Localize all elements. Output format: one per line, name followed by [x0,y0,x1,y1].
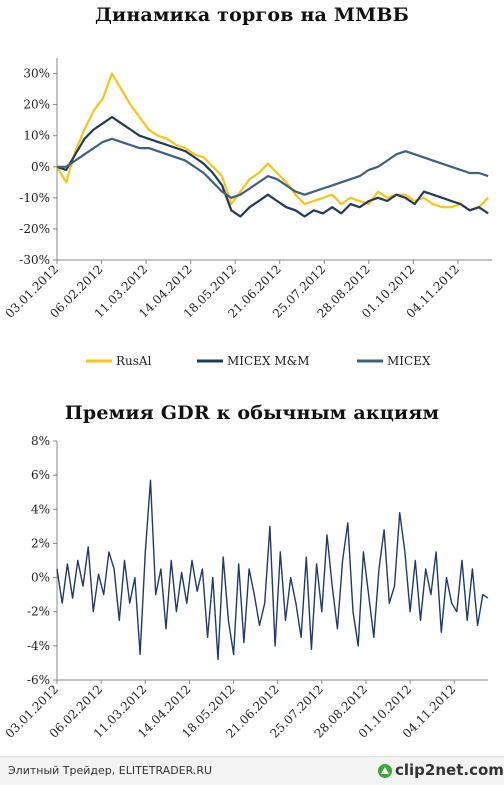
y-tick-label: 0% [31,160,50,174]
y-tick-label: -30% [19,253,50,267]
series-line-micex [57,137,489,199]
chart2-title: Премия GDR к обычным акциям [64,402,440,424]
footer-source: Элитный Трейдер, ELITETRADER.RU [8,764,213,777]
y-tick-label: 2% [31,536,50,550]
legend-label-micex-m-m: MICEX M&M [227,354,310,368]
series-line-micex-m-m [56,115,489,218]
y-tick-label: 30% [23,67,50,81]
y-tick-label: 20% [23,98,50,112]
chart1-plot: 30%20%10%0%-10%-20%-30%03.01.201206.02.2… [3,58,492,368]
legend-label-rusal: RusAl [116,354,152,368]
clip2net-logo: clip2net.com [378,761,504,779]
y-tick-label: 10% [23,129,50,143]
chart2-plot: 8%6%4%2%0%-2%-4%-6%03.01.201206.02.20121… [3,434,489,741]
chart1-title: Динамика торгов на ММВБ [94,4,410,26]
series-line [56,479,489,661]
y-tick-label: 6% [31,468,50,482]
y-tick-label: -10% [19,191,50,205]
legend-label-micex: MICEX [387,354,431,368]
charts-canvas: 30%20%10%0%-10%-20%-30%03.01.201206.02.2… [3,58,492,741]
y-tick-label: 0% [31,571,50,585]
clip2net-logo-text: clip2net.com [395,761,504,779]
y-tick-label: 8% [31,434,50,448]
y-tick-label: -20% [19,222,50,236]
y-tick-label: -4% [27,639,50,653]
y-tick-label: -6% [27,673,50,687]
y-tick-label: 4% [31,502,50,516]
clip2net-logo-icon [378,763,392,778]
footer-bar: Элитный Трейдер, ELITETRADER.RU clip2net… [0,756,504,785]
y-tick-label: -2% [27,605,50,619]
